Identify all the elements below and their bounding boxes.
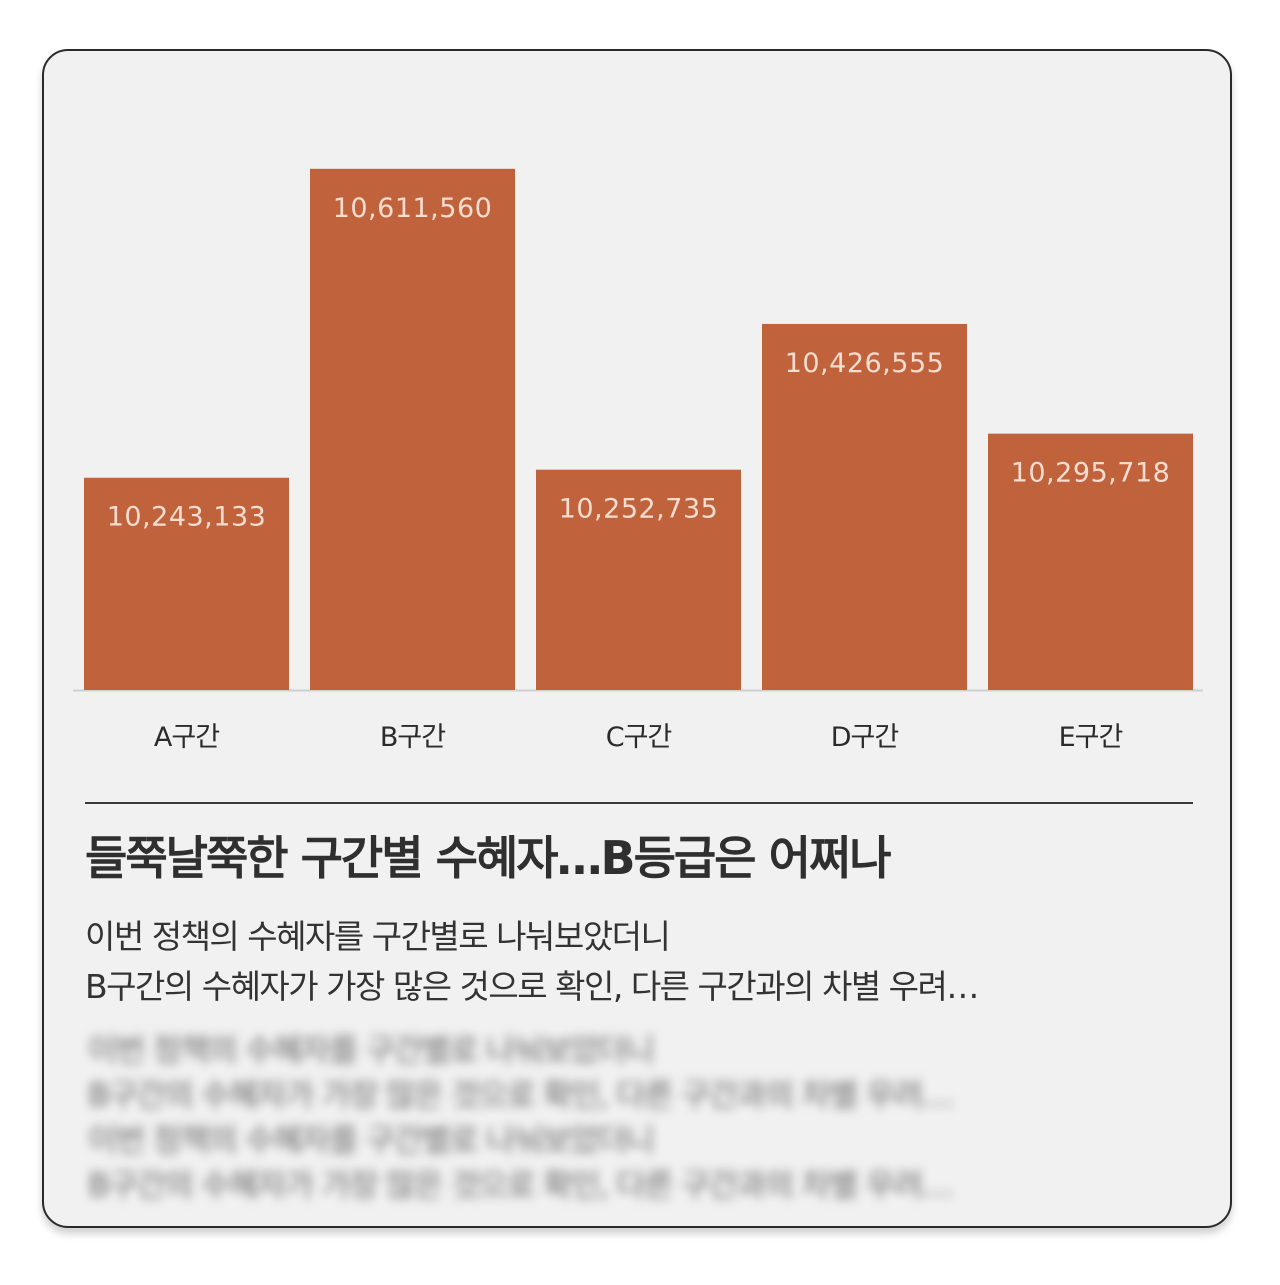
- bar-value-label: 10,243,133: [107, 502, 267, 533]
- blurred-line: B구간의 수혜자가 가장 많은 것으로 확인, 다른 구간과의 차별 우려…: [88, 1076, 954, 1114]
- x-tick-label: A구간: [154, 722, 219, 753]
- x-tick-label: B구간: [380, 722, 445, 753]
- bar: [988, 433, 1193, 690]
- x-tick-label: C구간: [606, 722, 672, 753]
- headline: 들쭉날쭉한 구간별 수혜자…B등급은 어쩌나: [85, 831, 892, 885]
- bar-value-label: 10,252,735: [559, 494, 719, 525]
- bar-value-label: 10,611,560: [333, 193, 493, 224]
- bar-value-label: 10,295,718: [1011, 458, 1171, 489]
- x-tick-label: E구간: [1059, 722, 1123, 753]
- bar: [84, 477, 289, 690]
- blurred-line: 이번 정책의 수혜자를 구간별로 나눠보았더니: [88, 1031, 655, 1069]
- x-tick-label: D구간: [831, 722, 899, 753]
- description: 이번 정책의 수혜자를 구간별로 나눠보았더니 B구간의 수혜자가 가장 많은 …: [85, 912, 979, 1012]
- bar-chart: 10,243,133 A구간 10,611,560 B구간 10,252,735 C구간 1…: [73, 168, 1203, 753]
- divider: [85, 802, 1193, 804]
- blurred-text: 이번 정책의 수혜자를 구간별로 나눠보았더니 B구간의 수혜자가 가장 많은 …: [88, 1028, 954, 1208]
- description-line: B구간의 수혜자가 가장 많은 것으로 확인, 다른 구간과의 차별 우려…: [85, 967, 979, 1006]
- description-line: 이번 정책의 수혜자를 구간별로 나눠보았더니: [85, 917, 671, 956]
- bar-value-label: 10,426,555: [785, 348, 945, 379]
- bar: [310, 168, 515, 690]
- bar: [762, 323, 967, 690]
- bar: [536, 469, 741, 690]
- blurred-line: 이번 정책의 수혜자를 구간별로 나눠보았더니: [88, 1121, 655, 1159]
- blurred-line: B구간의 수혜자가 가장 많은 것으로 확인, 다른 구간과의 차별 우려…: [88, 1166, 954, 1204]
